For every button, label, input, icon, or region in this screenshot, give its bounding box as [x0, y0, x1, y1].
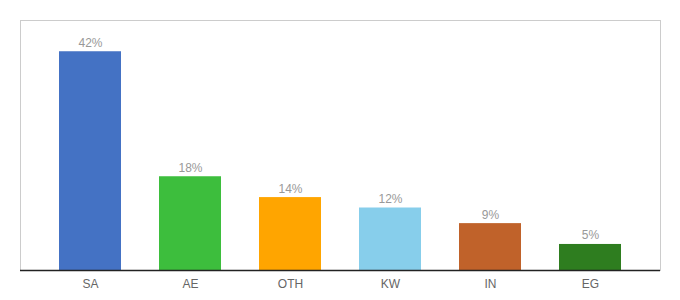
svg-text:IN: IN [485, 277, 497, 291]
svg-text:AE: AE [182, 277, 198, 291]
svg-text:SA: SA [82, 277, 98, 291]
svg-text:EG: EG [582, 277, 599, 291]
svg-text:42%: 42% [78, 36, 102, 50]
svg-text:12%: 12% [378, 192, 402, 206]
svg-text:KW: KW [381, 277, 401, 291]
svg-text:18%: 18% [178, 161, 202, 175]
svg-text:5%: 5% [582, 228, 600, 242]
svg-text:OTH: OTH [278, 277, 303, 291]
svg-text:14%: 14% [278, 182, 302, 196]
svg-text:9%: 9% [482, 208, 500, 222]
